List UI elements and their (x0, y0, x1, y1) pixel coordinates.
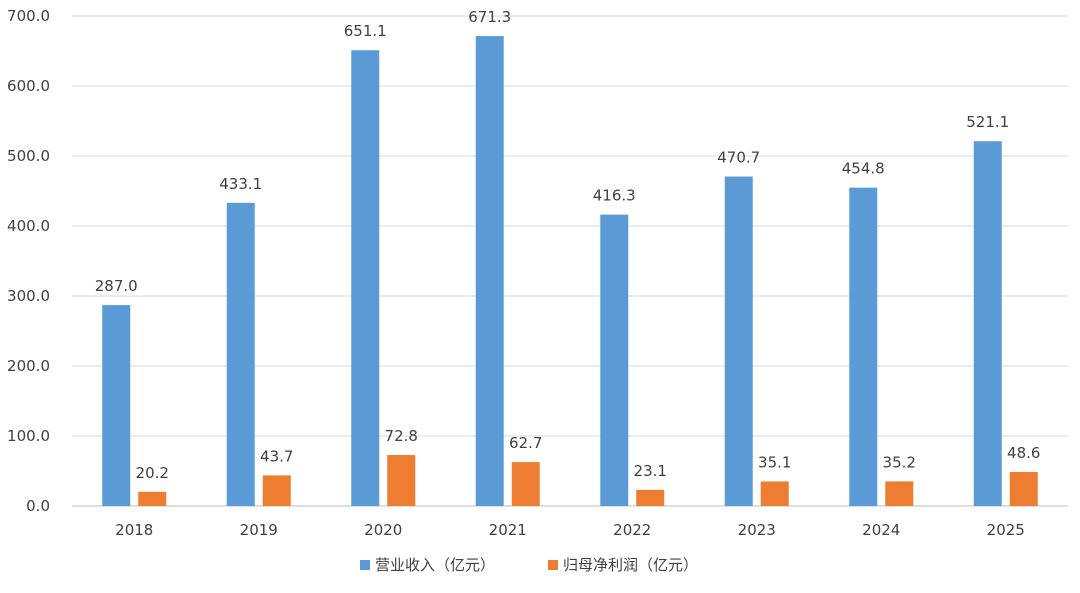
net-profit-data-label: 72.8 (385, 427, 418, 445)
x-tick-label: 2020 (364, 521, 402, 539)
revenue-bar (973, 141, 1002, 507)
y-tick-label: 500.0 (7, 147, 50, 165)
revenue-data-label: 651.1 (344, 22, 387, 40)
revenue-bar (849, 187, 878, 506)
bars (102, 36, 1038, 507)
net-profit-data-label: 48.6 (1007, 444, 1040, 462)
x-tick-label: 2022 (613, 521, 651, 539)
legend-label: 归母净利润（亿元） (563, 556, 698, 574)
y-tick-label: 700.0 (7, 7, 50, 25)
y-tick-label: 600.0 (7, 77, 50, 95)
y-tick-label: 0.0 (26, 497, 50, 515)
data-labels: 287.0 20.2 433.1 43.7 651.1 72.8 671.3 62.7 416.… (95, 8, 1041, 482)
net-profit-bar (511, 462, 540, 506)
y-axis: 0.0 100.0 200.0 300.0 400.0 500.0 600.0 700.0 (7, 7, 50, 515)
legend-item-net-profit: 归母净利润（亿元） (548, 556, 698, 574)
revenue-bar (102, 305, 131, 506)
net-profit-data-label: 20.2 (136, 464, 169, 482)
legend-swatch (548, 560, 558, 570)
legend-label: 营业收入（亿元） (375, 556, 495, 574)
revenue-data-label: 671.3 (468, 8, 511, 26)
x-tick-label: 2018 (115, 521, 153, 539)
x-tick-label: 2021 (489, 521, 527, 539)
gridlines (72, 15, 1068, 507)
revenue-data-label: 416.3 (593, 187, 636, 205)
x-axis: 2018 2019 2020 2021 2022 2023 2024 2025 (115, 521, 1025, 539)
net-profit-bar (387, 455, 416, 506)
x-tick-label: 2023 (738, 521, 776, 539)
x-tick-label: 2024 (862, 521, 900, 539)
revenue-data-label: 287.0 (95, 277, 138, 295)
legend-swatch (360, 560, 370, 570)
revenue-bar (475, 36, 504, 507)
revenue-bar (600, 214, 629, 506)
revenue-data-label: 454.8 (842, 160, 885, 178)
net-profit-bar (885, 481, 914, 506)
y-tick-label: 300.0 (7, 287, 50, 305)
net-profit-data-label: 35.2 (883, 453, 916, 471)
net-profit-data-label: 43.7 (260, 447, 293, 465)
net-profit-bar (636, 489, 665, 506)
x-tick-label: 2019 (240, 521, 278, 539)
revenue-data-label: 433.1 (219, 175, 262, 193)
legend-item-revenue: 营业收入（亿元） (360, 556, 495, 574)
net-profit-data-label: 23.1 (634, 462, 667, 480)
y-tick-label: 200.0 (7, 357, 50, 375)
y-tick-label: 400.0 (7, 217, 50, 235)
net-profit-data-label: 35.1 (758, 453, 791, 471)
revenue-bar (724, 176, 753, 506)
legend: 营业收入（亿元） 归母净利润（亿元） (360, 556, 698, 574)
net-profit-data-label: 62.7 (509, 434, 542, 452)
net-profit-bar (760, 481, 789, 506)
revenue-data-label: 521.1 (966, 113, 1009, 131)
revenue-data-label: 470.7 (717, 149, 760, 167)
net-profit-bar (1009, 471, 1038, 506)
net-profit-bar (138, 491, 167, 506)
net-profit-bar (262, 475, 291, 506)
revenue-bar (351, 50, 380, 506)
revenue-bar (226, 202, 255, 506)
y-tick-label: 100.0 (7, 427, 50, 445)
x-tick-label: 2025 (987, 521, 1025, 539)
